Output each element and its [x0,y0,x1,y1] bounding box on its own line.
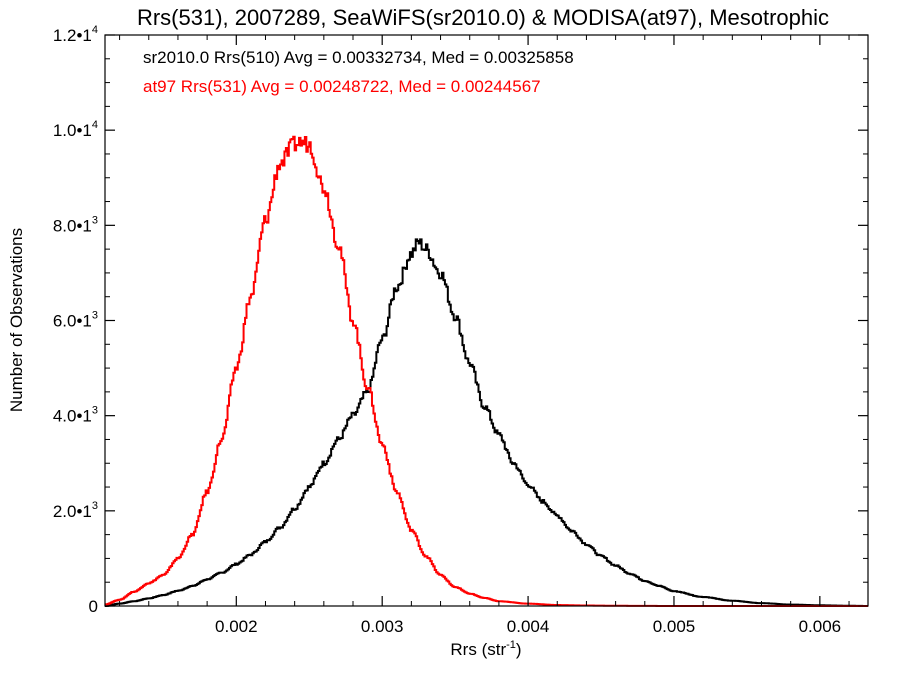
x-axis-label: Rrs (str-1) [450,639,521,659]
annotation-red-text: at97 Rrs(531) Avg = 0.00248722, Med = 0.… [143,77,541,96]
plot-frame [104,34,869,607]
annotation-black: sr2010.0 Rrs(510) Avg = 0.00332734, Med … [143,48,574,67]
series-0-histogram [105,238,868,607]
annotation-black-text: sr2010.0 Rrs(510) Avg = 0.00332734, Med … [143,48,574,67]
x-axis-label-sup: -1 [506,639,516,651]
series-layer [105,135,868,607]
x-axis-label-base: Rrs (str [450,640,506,659]
y-tick-label-1: 2.0•13 [53,500,98,521]
x-tick-label-3: 0.005 [653,617,696,636]
y-tick-label-5: 1.0•14 [53,119,98,140]
x-axis-label-close: ) [516,640,522,659]
y-tick-label-6: 1.2•14 [53,24,98,45]
x-tick-label-0: 0.002 [215,617,258,636]
series-1-histogram [105,135,868,607]
y-tick-label-2: 4.0•13 [53,405,98,426]
x-tick-label-1: 0.003 [361,617,404,636]
x-tick-label-4: 0.006 [799,617,842,636]
ticks-layer: 0.002 0.003 0.004 0.005 0.006 0 2.0•13 4.0•13 6.… [53,24,868,636]
y-axis-label: Number of Observations [7,228,26,412]
y-tick-label-3: 6.0•13 [53,310,98,331]
x-tick-label-2: 0.004 [507,617,550,636]
y-tick-label-4: 8.0•13 [53,214,98,235]
chart-title: Rrs(531), 2007289, SeaWiFS(sr2010.0) & M… [137,5,829,30]
y-tick-label-0: 0 [89,597,98,616]
annotation-red: at97 Rrs(531) Avg = 0.00248722, Med = 0.… [143,77,541,96]
